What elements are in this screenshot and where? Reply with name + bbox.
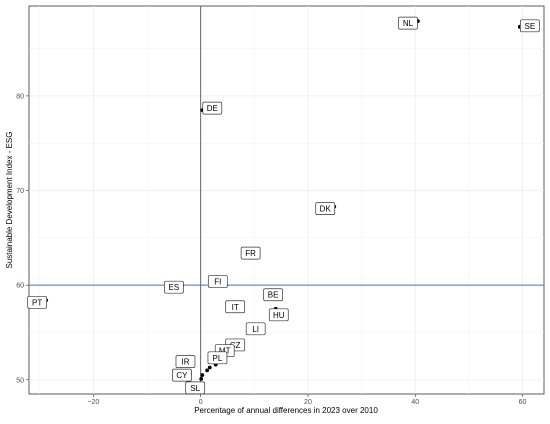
point-label: LI <box>252 325 259 334</box>
point-label: NL <box>403 19 414 28</box>
point-label-box <box>225 300 246 314</box>
x-tick-label: 40 <box>411 399 419 406</box>
point-label-box <box>268 308 289 322</box>
point-label-box <box>263 288 283 302</box>
point-label: IT <box>232 303 239 312</box>
point-label-box <box>202 101 223 115</box>
reference-lines <box>29 6 544 394</box>
point-label: IR <box>181 358 189 367</box>
x-axis-ticks: −20 0 20 40 60 <box>87 394 527 406</box>
y-tick-label: 80 <box>16 93 24 100</box>
y-axis-title: Sustainable Development Index - ESG <box>5 132 14 269</box>
point-label-box <box>240 246 261 260</box>
point-label: MT <box>219 347 231 356</box>
y-tick-label: 70 <box>16 188 24 195</box>
point-label-box <box>398 16 418 30</box>
y-axis-ticks: 50 60 70 80 <box>16 93 29 384</box>
point-label-box <box>245 322 266 336</box>
x-tick-label: 20 <box>304 399 312 406</box>
point-label-box <box>175 355 196 368</box>
y-tick-label: 60 <box>16 283 24 290</box>
point-label-box <box>207 275 228 288</box>
point-label: DE <box>207 104 218 113</box>
point-label: SE <box>525 22 536 31</box>
point-label-box <box>164 280 184 294</box>
point-label-box <box>172 368 192 382</box>
point-label-box <box>27 295 48 309</box>
point-label-box <box>520 19 540 33</box>
data-point <box>199 376 204 381</box>
plot-background <box>28 5 545 395</box>
point-label-box <box>185 381 206 395</box>
point-label-box <box>207 351 228 365</box>
point-label: FI <box>214 277 221 286</box>
x-tick-label: 60 <box>519 399 527 406</box>
data-point <box>200 373 205 377</box>
y-tick-label: 50 <box>16 377 24 384</box>
point-label-box <box>315 202 336 215</box>
point-label: PL <box>213 354 223 363</box>
point-label: SL <box>190 384 200 393</box>
point-label: CY <box>176 371 188 380</box>
x-axis-title: Percentage of annual differences in 2023… <box>194 406 378 415</box>
x-tick-label: −20 <box>87 399 99 406</box>
data-point <box>205 368 210 373</box>
point-label: BE <box>268 291 279 300</box>
minor-gridlines <box>29 6 544 394</box>
point-label: CZ <box>230 341 241 350</box>
data-point <box>207 365 212 370</box>
point-label: ES <box>169 283 180 292</box>
point-label: PT <box>32 298 42 307</box>
point-label: FR <box>245 249 256 258</box>
x-tick-label: 0 <box>199 399 203 406</box>
point-label: HU <box>273 311 285 320</box>
point-label: DK <box>320 205 332 214</box>
